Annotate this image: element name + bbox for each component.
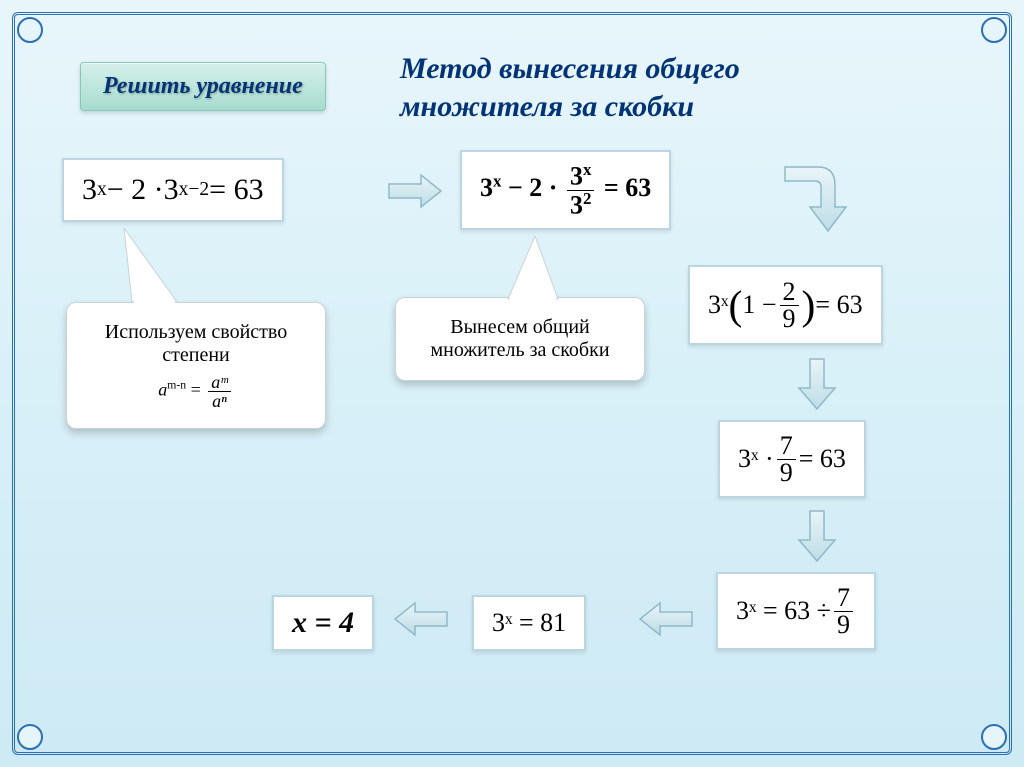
math-exp: x−2 [179,179,210,201]
fraction: aᵐ aⁿ [208,373,231,410]
math-text: 3ˣ · [738,444,774,474]
callout-exponent-property: Используем свойство степени am-n = aᵐ aⁿ [66,302,326,429]
callout-tail-icon [122,228,192,304]
equation-step2: 3x − 2 · 3x 32 = 63 [460,150,671,230]
frame-corner [17,17,43,43]
math-text: = 63 [209,173,263,207]
math-text: 3ˣ = 63 ÷ [736,596,831,626]
math-text: − 2 · [107,173,164,207]
math-text: − 2 · [508,173,564,202]
callout-factor-out: Вынесем общий множитель за скобки [395,297,645,381]
frame-corner [17,724,43,750]
arrow-left-icon [393,600,449,638]
math-text: aᵐ [208,373,231,392]
math-text: 7 [834,585,853,612]
math-exp: x [583,160,591,179]
arrow-right-icon [387,172,443,210]
callout-text: Используем свойство степени [89,321,303,367]
math-text: = 63 [815,290,862,320]
result-text: x = 4 [292,606,354,640]
math-text: = 63 [799,444,846,474]
arrow-curve-down-icon [780,155,850,235]
math-text: 3 [570,162,583,191]
equation-step5: 3ˣ = 63 ÷ 7 9 [716,572,876,650]
math-text: aⁿ [209,392,230,410]
fraction: 3x 32 [567,162,594,218]
math-text: = [191,380,201,400]
math-text: 3 [570,190,583,219]
equation-result: x = 4 [272,595,374,651]
math-exp: 2 [583,189,591,208]
math-text: a [158,380,167,400]
fraction: 2 9 [780,279,799,332]
equation-step1: 3x − 2 · 3x−2 = 63 [62,158,284,222]
equation-step3: 3ˣ ( 1 − 2 9 ) = 63 [688,265,883,345]
math-text: 3 [164,173,179,207]
title-line1: Метод вынесения общего [400,52,740,85]
math-text: 3ˣ = 81 [492,608,566,638]
equation-step4: 3ˣ · 7 9 = 63 [718,420,866,498]
frame-corner [981,724,1007,750]
math-text: 3 [480,173,493,202]
paren-icon: ) [802,281,816,329]
fraction: 7 9 [834,585,853,638]
math-text: 9 [780,306,799,332]
fraction: 7 9 [777,433,796,486]
math-text: 3ˣ [708,290,729,320]
equation-step6: 3ˣ = 81 [472,595,586,651]
callout-text: Вынесем общий множитель за скобки [418,316,622,362]
callout-tail-icon [500,236,570,300]
math-exp: x [493,171,501,190]
arrow-down-icon [795,356,839,412]
math-exp: m-n [167,379,186,392]
math-text: 3 [82,173,97,207]
math-text: 9 [834,612,853,638]
math-text: 9 [777,460,796,486]
frame-corner [981,17,1007,43]
math-exp: x [97,179,107,201]
math-text: 1 − [742,290,776,320]
paren-icon: ( [729,281,743,329]
math-text: 7 [777,433,796,460]
arrow-left-icon [638,600,694,638]
math-text: 2 [780,279,799,306]
callout-formula: am-n = aᵐ aⁿ [89,373,303,410]
solve-equation-banner: Решить уравнение [80,62,326,111]
arrow-down-icon [795,508,839,564]
method-title: Метод вынесения общего множителя за скоб… [400,50,960,125]
title-line2: множителя за скобки [400,90,694,123]
math-text: = 63 [604,173,651,202]
